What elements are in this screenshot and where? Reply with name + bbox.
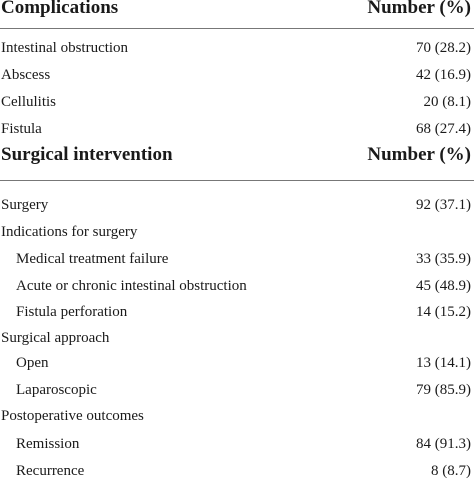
row-value: 68 (27.4) [416,121,471,137]
row-value: 14 (15.2) [416,304,471,320]
row-label: Remission [16,436,80,452]
table-row: Fistula 68 (27.4) [0,119,474,139]
header-rule [0,28,474,29]
table-row: Fistula perforation 14 (15.2) [0,302,474,322]
row-value: 84 (91.3) [416,436,471,452]
table-row: Laparoscopic 79 (85.9) [0,380,474,400]
complications-header: Complications Number (%) [0,0,474,21]
surgical-header-value: Number (%) [367,144,471,165]
row-label: Intestinal obstruction [1,40,129,56]
row-value: 8 (8.7) [431,463,471,479]
table-row: Acute or chronic intestinal obstruction … [0,276,474,296]
complications-header-label: Complications [1,0,119,18]
row-label: Recurrence [16,463,85,479]
header-rule [0,180,474,181]
row-value: 20 (8.1) [423,94,472,110]
row-value: 42 (16.9) [416,67,471,83]
complications-header-value: Number (%) [367,0,471,18]
row-label: Postoperative outcomes [1,408,144,424]
table-row: Abscess 42 (16.9) [0,65,474,85]
table-row: Surgical approach [0,328,474,348]
row-value: 33 (35.9) [416,251,471,267]
row-label: Indications for surgery [1,224,138,240]
row-label: Surgery [1,197,49,213]
row-label: Fistula [1,121,42,137]
row-label: Laparoscopic [16,382,97,398]
surgical-intervention-header: Surgical intervention Number (%) [0,144,474,168]
row-label: Fistula perforation [16,304,128,320]
row-label: Medical treatment failure [16,251,169,267]
row-value: 13 (14.1) [416,355,471,371]
table-row: Remission 84 (91.3) [0,434,474,454]
row-label: Surgical approach [1,330,110,346]
row-value: 70 (28.2) [416,40,471,56]
table-row: Intestinal obstruction 70 (28.2) [0,38,474,58]
row-label: Abscess [1,67,51,83]
row-label: Open [16,355,49,371]
row-value: 79 (85.9) [416,382,471,398]
table-row: Open 13 (14.1) [0,353,474,373]
table-row: Recurrence 8 (8.7) [0,461,474,481]
table-row: Postoperative outcomes [0,406,474,426]
row-label: Cellulitis [1,94,57,110]
table-row: Medical treatment failure 33 (35.9) [0,249,474,269]
surgical-header-label: Surgical intervention [1,144,173,165]
table-row: Indications for surgery [0,222,474,242]
table-row: Surgery 92 (37.1) [0,195,474,215]
row-value: 45 (48.9) [416,278,471,294]
table-row: Cellulitis 20 (8.1) [0,92,474,112]
row-value: 92 (37.1) [416,197,471,213]
row-label: Acute or chronic intestinal obstruction [16,278,247,294]
